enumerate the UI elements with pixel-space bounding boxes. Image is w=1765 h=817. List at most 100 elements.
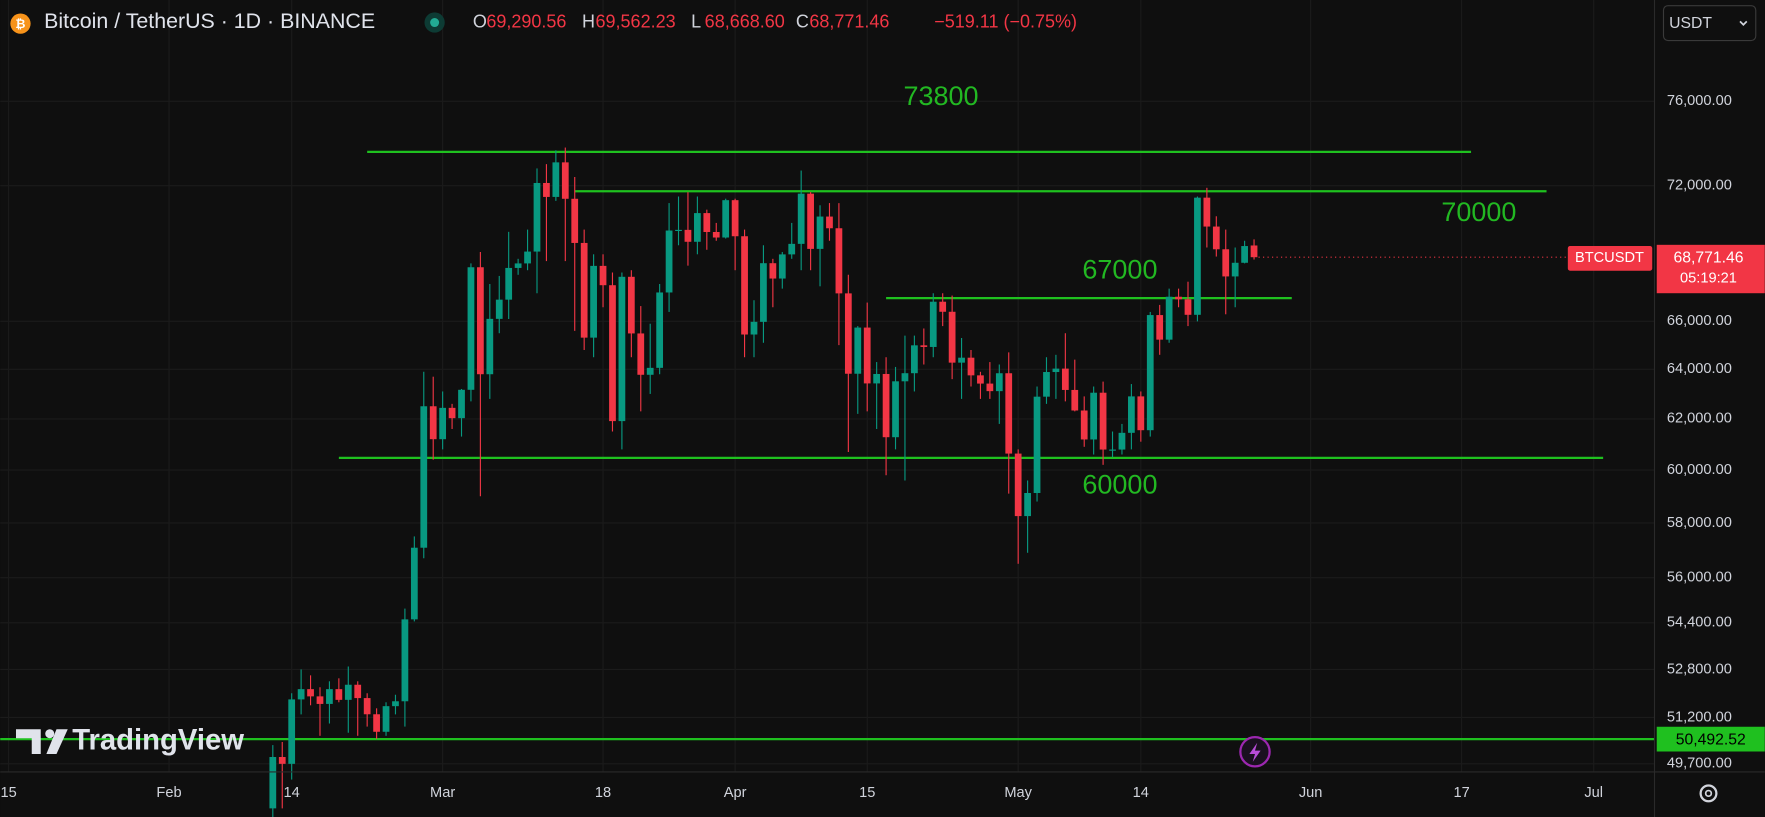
candle-body	[722, 200, 730, 238]
logo-part	[45, 729, 55, 739]
candle-body	[382, 706, 390, 732]
ohlc-legend: O 69,290.56 H 69,562.23 L 68,668.60 C 68,771.46	[473, 11, 890, 31]
y-tick-label: 54,400.00	[1667, 615, 1732, 631]
candle-body	[929, 301, 937, 347]
candle-body	[665, 230, 673, 293]
y-tick-label: 52,800.00	[1667, 661, 1732, 677]
candle-body	[1043, 372, 1050, 397]
price-change: −519.11 (−0.75%)	[934, 11, 1077, 31]
candle-body	[703, 213, 711, 232]
x-tick-label: 14	[284, 785, 300, 801]
candle-body	[920, 345, 928, 347]
candle-body	[1005, 373, 1013, 454]
candle-body	[826, 216, 833, 229]
y-tick-label: 51,200.00	[1667, 709, 1732, 725]
candle-body	[995, 373, 1003, 392]
candle-body	[1184, 299, 1192, 315]
candle-body	[694, 213, 701, 242]
y-tick-label: 49,700.00	[1667, 756, 1732, 772]
ohlc-value: 69,290.56	[486, 11, 566, 31]
candle-body	[958, 357, 965, 363]
candle-body	[344, 684, 352, 700]
settings-button[interactable]	[1699, 784, 1718, 803]
watermark: TradingView	[15, 724, 244, 756]
candle-body	[863, 327, 871, 384]
coin-icon	[10, 13, 31, 34]
candle-body	[873, 373, 881, 384]
x-tick-label: Apr	[724, 785, 747, 801]
candle-body	[1194, 197, 1201, 315]
candle-body	[646, 367, 654, 375]
candle-body	[1203, 197, 1211, 227]
candle-body	[627, 276, 635, 334]
candle-body	[533, 182, 541, 252]
candle-body	[731, 200, 739, 237]
candle-body	[448, 407, 456, 419]
y-tick-label: 64,000.00	[1667, 361, 1732, 377]
candle-body	[354, 684, 362, 699]
candle-body	[778, 254, 786, 279]
candle-body	[599, 265, 607, 286]
price-tag	[1656, 726, 1765, 752]
candle-body	[741, 236, 748, 335]
x-tick-label: May	[1004, 785, 1032, 801]
candle-body	[882, 373, 890, 438]
candle-body	[467, 267, 475, 390]
currency-select[interactable]	[1662, 5, 1757, 42]
candle-body	[1109, 449, 1116, 451]
candle-body	[637, 333, 645, 375]
candle-body	[816, 216, 824, 249]
currency-label[interactable]: USDT	[1669, 15, 1712, 32]
candle-body	[1090, 392, 1098, 440]
candle-body	[561, 162, 569, 199]
symbol-tag-label: BTCUSDT	[1575, 250, 1644, 266]
annotation: 73800	[903, 81, 978, 111]
y-tick-label: 76,000.00	[1667, 93, 1732, 109]
candle-body	[373, 714, 380, 732]
candle-body	[844, 293, 852, 374]
x-tick-label: 14	[1133, 785, 1149, 801]
ohlc-key: C	[796, 11, 809, 31]
candle-body	[977, 375, 984, 384]
x-tick-label: Jul	[1584, 785, 1603, 801]
ohlc-key: O	[473, 11, 487, 31]
x-tick-label: 18	[595, 785, 611, 801]
candle-body	[1222, 249, 1230, 277]
y-tick-label: 56,000.00	[1667, 570, 1732, 586]
candle-body	[1156, 315, 1164, 340]
candle-body	[939, 301, 947, 312]
candle-body	[269, 757, 277, 809]
candle-body	[401, 619, 409, 702]
candle-body	[1241, 246, 1248, 263]
dropdown-arrow	[1739, 20, 1748, 26]
candle-body	[1024, 492, 1031, 517]
ohlc-value: 68,771.46	[809, 11, 889, 31]
candle-body	[986, 383, 994, 392]
candle-body	[684, 229, 692, 242]
candle-body	[590, 265, 597, 338]
candle-body	[1175, 296, 1182, 300]
coin-icon-glyph: ₿	[15, 17, 25, 31]
candle-body	[618, 276, 626, 422]
logo-part	[46, 729, 68, 754]
candle-body	[1061, 368, 1069, 390]
candle-body	[1071, 389, 1079, 411]
candle-body	[1212, 226, 1220, 250]
watermark-text: TradingView	[72, 724, 244, 756]
price-tag-label: 50,492.52	[1676, 731, 1746, 748]
candle-body	[420, 406, 428, 548]
x-tick-label: 15	[1, 785, 17, 801]
x-tick-label: 17	[1453, 785, 1469, 801]
candle-body	[609, 285, 616, 422]
price-tag-label: 68,771.46	[1673, 249, 1743, 266]
candle-body	[1165, 296, 1173, 340]
candle-body	[656, 292, 664, 368]
candle-body	[807, 193, 814, 249]
candle-body	[1137, 396, 1145, 431]
candle-body	[429, 406, 437, 440]
candle-body	[410, 547, 418, 620]
ohlc-value: 68,668.60	[705, 11, 785, 31]
candle-body	[1118, 432, 1126, 450]
candle-body	[278, 757, 286, 764]
